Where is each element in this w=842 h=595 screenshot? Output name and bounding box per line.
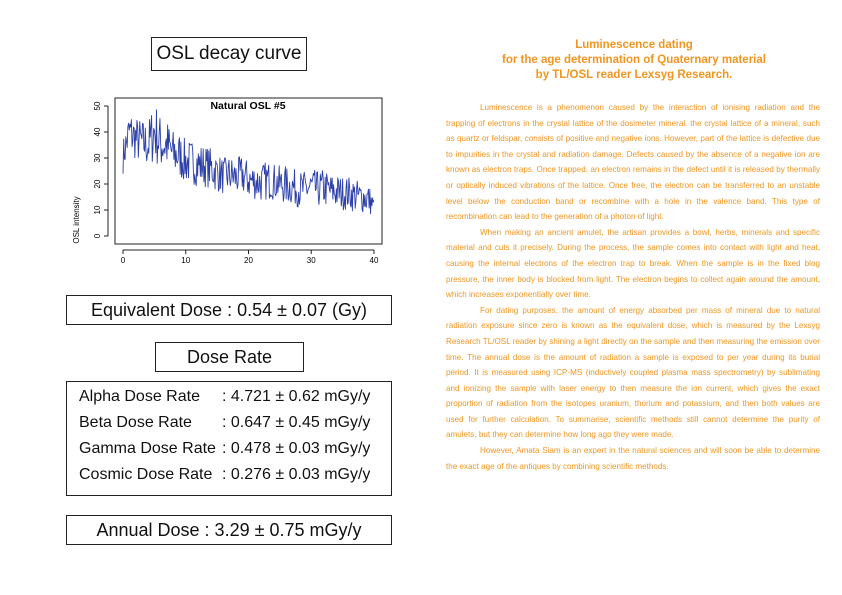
dose-row-beta: Beta Dose Rate : 0.647 ± 0.45 mGy/y (79, 414, 370, 438)
chart-heading-text: OSL decay curve (156, 43, 302, 64)
equivalent-dose-box: Equivalent Dose : 0.54 ± 0.07 (Gy) (66, 295, 392, 325)
y-tick-label: 50 (93, 101, 102, 110)
y-tick-label: 10 (93, 205, 102, 214)
x-tick-label: 0 (121, 256, 126, 265)
x-tick-label: 10 (181, 256, 190, 265)
article-paragraph: When making an ancient amulet, the artis… (446, 227, 820, 300)
article-paragraph: Luminescence is a phenomenon caused by t… (446, 103, 820, 222)
dose-value: : 4.721 ± 0.62 mGy/y (222, 388, 371, 405)
y-tick-label: 20 (93, 179, 102, 188)
dose-value: : 0.647 ± 0.45 mGy/y (222, 414, 371, 431)
chart-title: Natural OSL #5 (210, 100, 285, 112)
article-title-line: by TL/OSL reader Lexsyg Research. (535, 69, 733, 81)
dose-name: Alpha Dose Rate (79, 388, 200, 405)
dose-value: : 0.276 ± 0.03 mGy/y (222, 466, 371, 483)
dose-name: Cosmic Dose Rate (79, 466, 213, 483)
y-axis-label: OSL intensity (72, 196, 81, 243)
dose-row-gamma: Gamma Dose Rate : 0.478 ± 0.03 mGy/y (79, 440, 370, 464)
dose-rate-heading-text: Dose Rate (186, 346, 273, 367)
dose-value: : 0.478 ± 0.03 mGy/y (222, 440, 371, 457)
article-title-line: for the age determination of Quaternary … (502, 54, 766, 66)
annual-dose-text: Annual Dose : 3.29 ± 0.75 mGy/y (96, 519, 362, 540)
x-tick-label: 40 (370, 256, 379, 265)
dose-row-cosmic: Cosmic Dose Rate : 0.276 ± 0.03 mGy/y (79, 466, 370, 490)
dose-name: Gamma Dose Rate (79, 440, 216, 457)
plot-frame (114, 97, 383, 245)
x-tick-label: 30 (307, 256, 316, 265)
equivalent-dose-text: Equivalent Dose : 0.54 ± 0.07 (Gy) (90, 299, 368, 320)
x-tick-label: 20 (244, 256, 253, 265)
y-axis: 0 10 20 30 40 50 (93, 101, 109, 238)
osl-decay-chart: Natural OSL #5 OSL intensity 0 10 20 30 40 50… (72, 97, 383, 265)
dose-name: Beta Dose Rate (79, 414, 192, 431)
article-paragraph: However, Amata Siam is an expert in the … (446, 446, 820, 471)
x-axis: 0 10 20 30 40 (121, 249, 379, 265)
article-body: Luminescence is a phenomenon caused by t… (446, 100, 820, 474)
osl-series-line (122, 109, 375, 215)
dose-row-alpha: Alpha Dose Rate : 4.721 ± 0.62 mGy/y (79, 388, 370, 412)
article-title-line: Luminescence dating (575, 39, 693, 51)
dose-rate-table: Alpha Dose Rate : 4.721 ± 0.62 mGy/y Bet… (66, 381, 392, 496)
y-tick-label: 0 (93, 233, 102, 238)
article-paragraph: For dating purposes, the amount of energ… (446, 305, 820, 440)
dose-rate-heading: Dose Rate (155, 342, 304, 372)
annual-dose-box: Annual Dose : 3.29 ± 0.75 mGy/y (66, 515, 392, 545)
y-tick-label: 40 (93, 127, 102, 136)
chart-heading: OSL decay curve (151, 37, 307, 71)
y-tick-label: 30 (93, 153, 102, 162)
article-title: Luminescence dating for the age determin… (448, 38, 820, 83)
